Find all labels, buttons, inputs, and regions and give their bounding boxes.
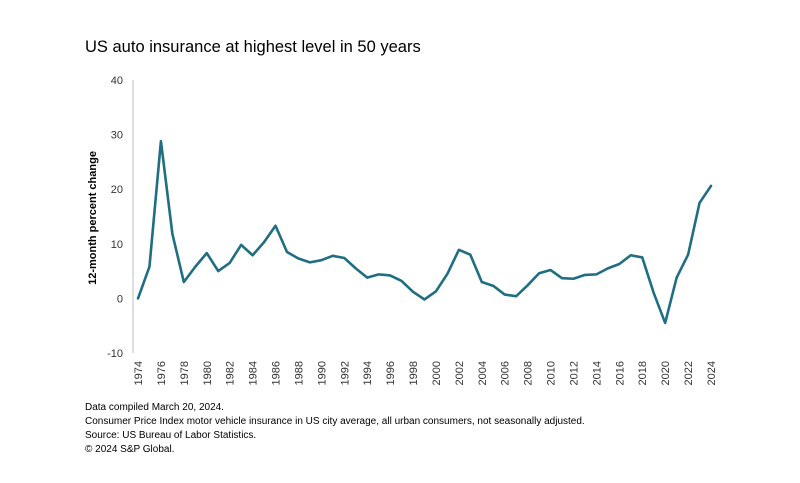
data-point <box>664 322 666 324</box>
y-tick-label: -10 <box>107 348 123 360</box>
data-point <box>343 257 345 259</box>
x-tick-label: 2008 <box>523 361 535 385</box>
x-tick-label: 1992 <box>339 361 351 385</box>
x-tick-label: 2024 <box>706 361 718 385</box>
data-point <box>423 298 425 300</box>
data-point <box>320 259 322 261</box>
data-point <box>630 254 632 256</box>
data-point <box>228 262 230 264</box>
data-point <box>171 233 173 235</box>
chart-notes: Data compiled March 20, 2024. Consumer P… <box>85 401 585 457</box>
data-point <box>458 249 460 251</box>
x-tick-label: 1974 <box>133 361 145 385</box>
x-tick-label: 2022 <box>683 361 695 385</box>
data-point <box>549 269 551 271</box>
data-point <box>526 284 528 286</box>
data-point <box>653 292 655 294</box>
series-line <box>136 139 713 325</box>
data-point <box>194 266 196 268</box>
data-point <box>595 273 597 275</box>
note-copyright: © 2024 S&P Global. <box>85 444 175 455</box>
x-tick-label: 2014 <box>591 361 603 385</box>
data-point <box>515 295 517 297</box>
x-tick-label: 2006 <box>500 361 512 385</box>
x-tick-label: 1990 <box>316 361 328 385</box>
data-point <box>435 290 437 292</box>
x-tick-label: 1982 <box>225 361 237 385</box>
x-tick-label: 2020 <box>660 361 672 385</box>
data-point <box>240 244 242 246</box>
x-tick-label: 2016 <box>614 361 626 385</box>
data-point <box>561 277 563 279</box>
x-tick-label: 1986 <box>271 361 283 385</box>
x-tick-label: 1988 <box>293 361 305 385</box>
y-tick-label: 0 <box>117 293 123 305</box>
data-point <box>492 285 494 287</box>
x-tick-label: 2000 <box>431 361 443 385</box>
data-point <box>366 276 368 278</box>
y-tick-labels: -10 0 10 20 30 40 <box>107 75 123 360</box>
data-point <box>607 267 609 269</box>
data-point <box>538 272 540 274</box>
data-point <box>377 273 379 275</box>
series-group <box>136 139 713 325</box>
data-point <box>572 278 574 280</box>
x-tick-label: 1978 <box>179 361 191 385</box>
data-point <box>687 254 689 256</box>
data-point <box>148 266 150 268</box>
data-point <box>217 270 219 272</box>
data-point <box>481 281 483 283</box>
y-tick-label: 30 <box>111 130 123 142</box>
note-source: Source: US Bureau of Labor Statistics. <box>85 430 257 441</box>
data-point <box>160 140 162 142</box>
data-point <box>183 281 185 283</box>
data-point <box>355 267 357 269</box>
x-tick-label: 1976 <box>156 361 168 385</box>
data-point <box>309 261 311 263</box>
data-point <box>400 280 402 282</box>
x-tick-labels: 1974 1976 1978 1980 1982 1984 1986 1988 1990 1992… <box>133 361 718 385</box>
x-tick-label: 2010 <box>546 361 558 385</box>
y-tick-label: 10 <box>111 239 123 251</box>
chart-title: US auto insurance at highest level in 50… <box>85 38 421 56</box>
x-tick-label: 1996 <box>385 361 397 385</box>
data-point <box>263 241 265 243</box>
data-point <box>641 256 643 258</box>
x-tick-label: 2018 <box>637 361 649 385</box>
data-point <box>675 276 677 278</box>
data-point <box>698 202 700 204</box>
data-point <box>618 263 620 265</box>
x-tick-label: 2002 <box>454 361 466 385</box>
x-tick-label: 1998 <box>408 361 420 385</box>
data-point <box>412 291 414 293</box>
x-tick-label: 1984 <box>248 361 260 385</box>
data-point <box>469 254 471 256</box>
data-point <box>251 254 253 256</box>
data-point <box>446 273 448 275</box>
x-tick-label: 2012 <box>568 361 580 385</box>
data-point <box>389 274 391 276</box>
data-point <box>274 225 276 227</box>
y-axis-label: 12-month percent change <box>87 151 99 285</box>
data-point <box>332 255 334 257</box>
note-data-compiled: Data compiled March 20, 2024. <box>85 402 224 413</box>
data-point <box>206 252 208 254</box>
y-tick-label: 20 <box>111 184 123 196</box>
data-point <box>297 257 299 259</box>
data-point <box>137 297 139 299</box>
x-tick-label: 1994 <box>362 361 374 385</box>
data-point <box>710 185 712 187</box>
data-point <box>504 293 506 295</box>
note-description: Consumer Price Index motor vehicle insur… <box>85 416 585 427</box>
data-point <box>286 251 288 253</box>
x-tick-label: 2004 <box>477 361 489 385</box>
y-tick-label: 40 <box>111 75 123 87</box>
x-tick-label: 1980 <box>202 361 214 385</box>
data-point <box>584 274 586 276</box>
